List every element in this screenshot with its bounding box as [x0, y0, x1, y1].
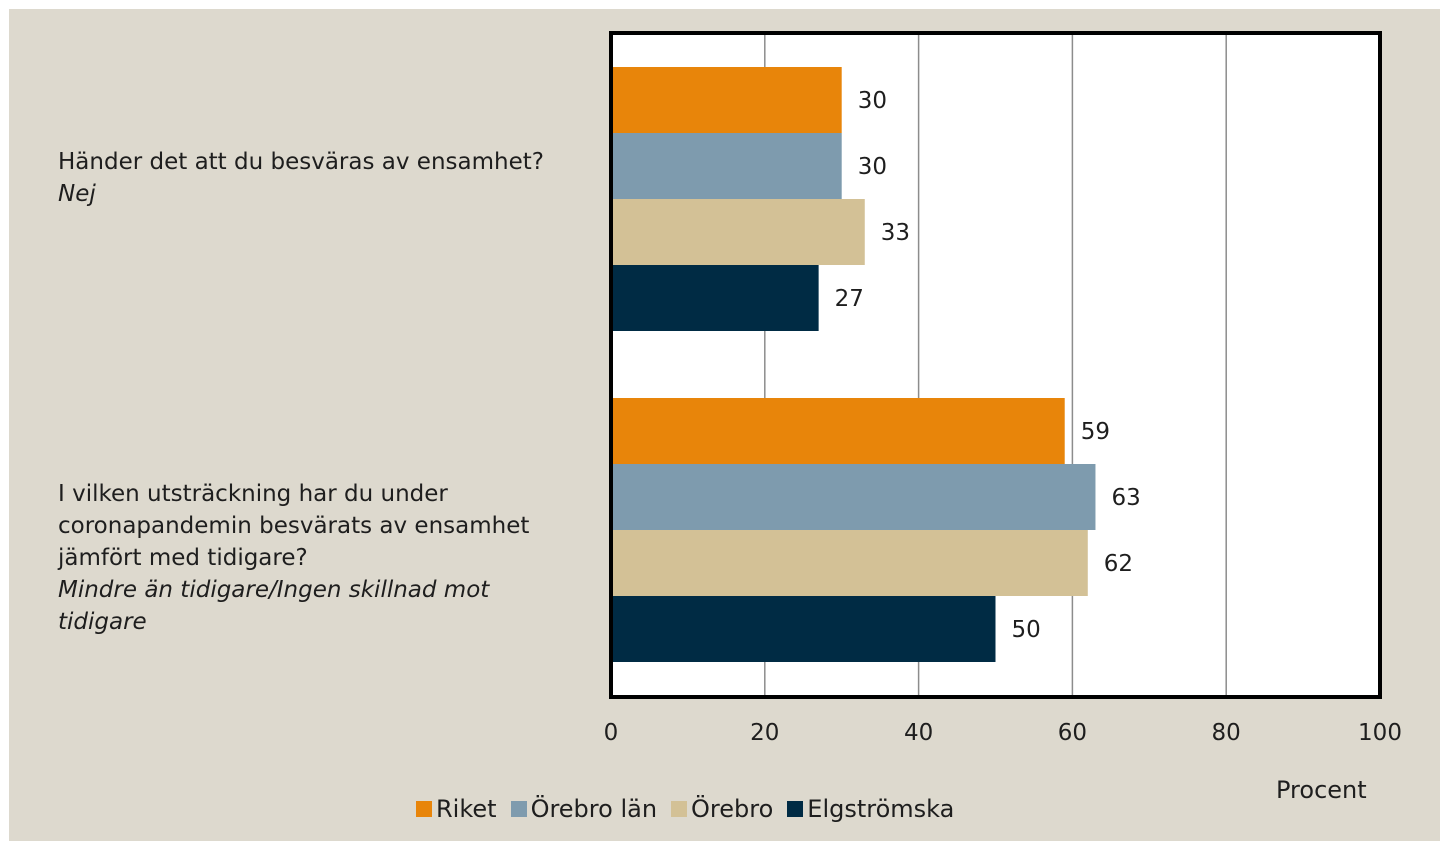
legend-label: Elgströmska	[807, 795, 955, 823]
data-label: 33	[881, 220, 910, 246]
category-question: Händer det att du besväras av ensamhet?	[58, 149, 544, 175]
legend-item: Örebro	[671, 795, 773, 823]
legend-item: Örebro län	[510, 795, 658, 823]
plot-border	[609, 31, 1382, 699]
category-label-2: I vilken utsträckning har du under coron…	[58, 478, 558, 638]
x-tick-label: 20	[750, 720, 779, 746]
category-label-1: Händer det att du besväras av ensamhet? …	[58, 146, 558, 210]
data-label: 30	[858, 154, 887, 180]
category-answer: Mindre än tidigare/Ingen skillnad mot ti…	[58, 577, 490, 635]
x-tick-label: 80	[1212, 720, 1241, 746]
legend-swatch	[416, 801, 432, 817]
x-tick-label: 100	[1358, 720, 1402, 746]
x-axis-label: Procent	[1276, 776, 1367, 804]
bar	[611, 464, 1096, 530]
legend-swatch	[510, 801, 527, 817]
bar	[611, 67, 842, 133]
data-label: 59	[1081, 419, 1110, 445]
category-answer: Nej	[58, 181, 96, 207]
legend-item: Riket	[416, 795, 497, 823]
data-label: 50	[1012, 617, 1041, 643]
bar	[611, 133, 842, 199]
x-tick-label: 60	[1058, 720, 1087, 746]
legend: Riket Örebro län Örebro Elgströmska	[416, 795, 968, 823]
data-label: 62	[1104, 551, 1133, 577]
legend-item: Elgströmska	[787, 795, 954, 823]
legend-label: Örebro län	[530, 795, 658, 823]
bar	[611, 265, 819, 331]
data-label: 63	[1111, 485, 1140, 511]
bar	[611, 596, 996, 662]
bar	[611, 530, 1088, 596]
legend-label: Riket	[436, 795, 497, 823]
legend-label: Örebro	[691, 795, 774, 823]
x-tick-label: 40	[904, 720, 933, 746]
bar	[611, 398, 1065, 464]
data-label: 27	[835, 286, 864, 312]
legend-swatch	[671, 801, 688, 817]
legend-swatch	[787, 801, 804, 817]
bar	[611, 199, 865, 265]
data-label: 30	[858, 88, 887, 114]
x-tick-label: 0	[604, 720, 619, 746]
category-question: I vilken utsträckning har du under coron…	[58, 481, 530, 571]
